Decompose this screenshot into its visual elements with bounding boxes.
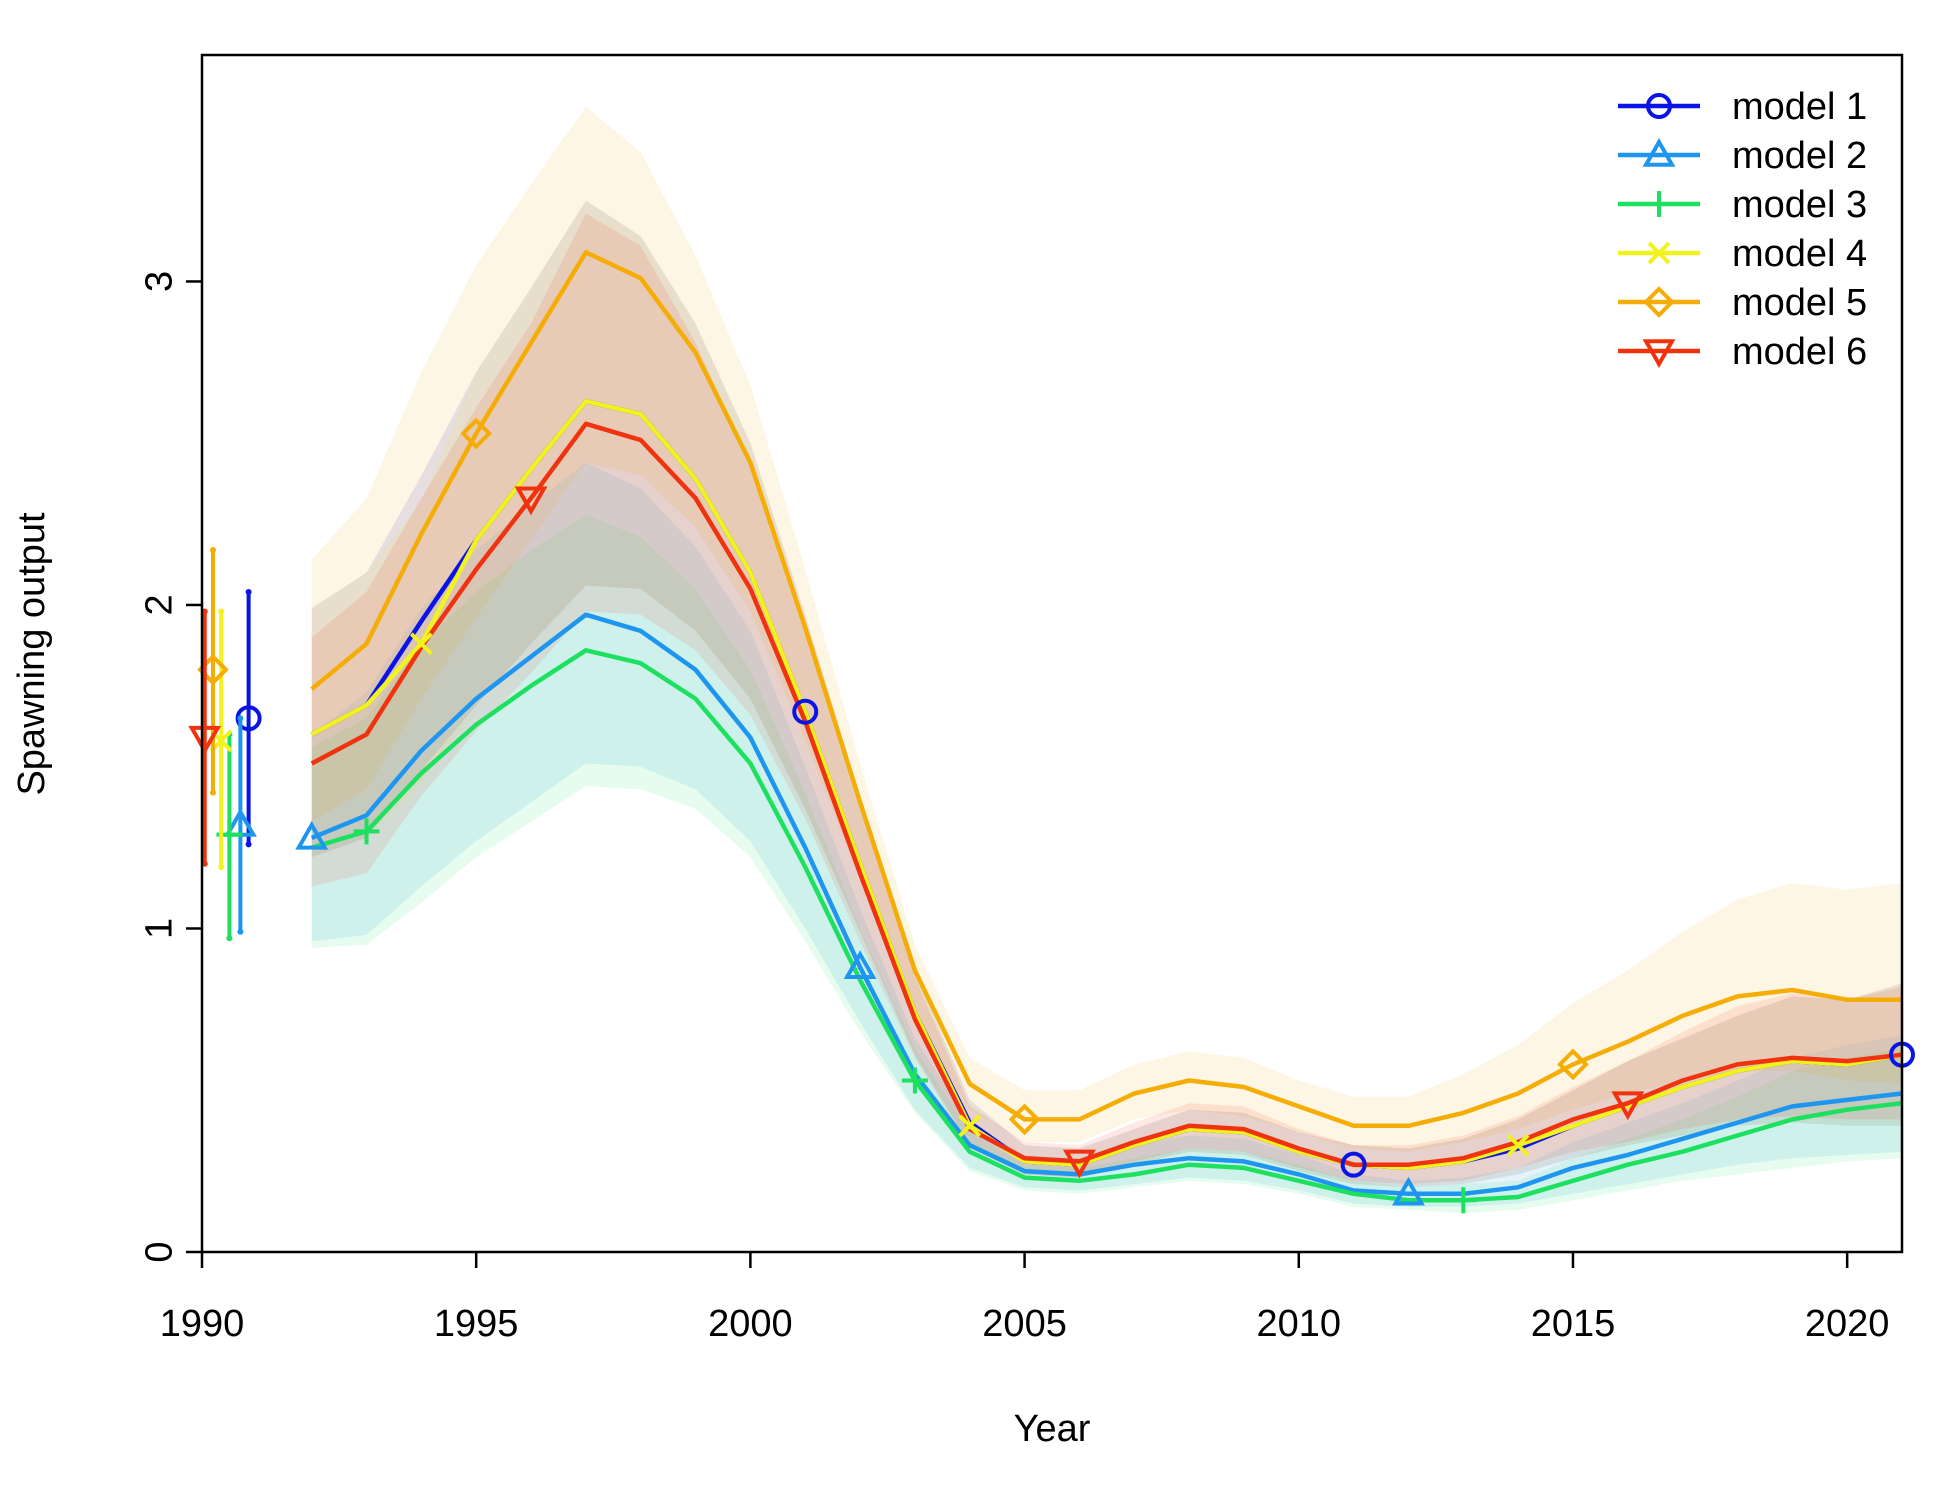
legend-item-model-6: model 6: [1618, 331, 1867, 373]
legend-label-model-2: model 2: [1732, 135, 1867, 177]
x-tick-label: 2005: [982, 1303, 1067, 1345]
y-tick-label: 1: [138, 918, 180, 939]
point-model-6: [1611, 1091, 1645, 1121]
initial-bar-high-model-2: [237, 715, 244, 722]
point-model-4: [958, 1114, 982, 1138]
x-tick-label: 2000: [708, 1303, 793, 1345]
y-tick-label: 0: [138, 1241, 180, 1262]
x-axis: 1990 1995 2000 2005 2010 2015 2020: [160, 1252, 1890, 1345]
plot-frame: [200, 53, 1904, 1254]
legend-item-model-1: model 1: [1618, 86, 1867, 128]
initial-bar-high-model-5: [209, 546, 216, 553]
legend-label-model-1: model 1: [1732, 86, 1867, 128]
y-tick-label: 2: [138, 594, 180, 615]
point-model-3: [901, 1067, 928, 1094]
point-model-6: [514, 486, 548, 516]
legend-label-model-6: model 6: [1732, 331, 1867, 373]
point-model-3: [1450, 1187, 1477, 1214]
point-model-6: [1062, 1149, 1096, 1179]
y-axis: 0 1 2 3: [138, 271, 202, 1263]
point-model-4: [409, 632, 433, 656]
initial-bar-high-model-1: [245, 589, 252, 596]
point-model-4: [1506, 1133, 1530, 1157]
legend-item-model-2: model 2: [1618, 135, 1867, 177]
initial-estimates: [188, 546, 262, 942]
confidence-bands: [311, 106, 1903, 1214]
initial-bar-high-model-4: [218, 608, 225, 615]
point-model-2: [295, 820, 329, 850]
x-tick-label: 1990: [160, 1303, 245, 1345]
legend-marker-model-6: [1642, 339, 1676, 369]
legend-marker-model-2: [1642, 137, 1676, 167]
legend-item-model-5: model 5: [1618, 282, 1867, 324]
legend-marker-model-5: [1643, 286, 1675, 318]
legend-label-model-4: model 4: [1732, 233, 1867, 275]
initial-bar-low-model-4: [218, 864, 225, 871]
y-tick-label: 3: [138, 271, 180, 292]
point-model-2: [1392, 1176, 1425, 1206]
legend-marker-model-1: [1646, 93, 1672, 119]
band-model-5: [311, 106, 1903, 1152]
point-model-5: [1008, 1103, 1041, 1136]
initial-bar-low-model-3: [226, 935, 233, 942]
point-model-1: [792, 698, 819, 725]
line-model-5: [310, 250, 1902, 1129]
x-tick-label: 1995: [434, 1303, 519, 1345]
line-model-3: [311, 648, 1903, 1203]
initial-bar-low-model-1: [245, 841, 252, 848]
legend-label-model-3: model 3: [1732, 184, 1867, 226]
band-model-6: [311, 213, 1903, 1185]
x-tick-label: 2020: [1805, 1303, 1890, 1345]
band-model-4: [311, 200, 1903, 1188]
point-model-2: [843, 950, 877, 980]
point-model-5: [460, 417, 493, 450]
initial-bar-low-model-2: [237, 928, 244, 935]
legend-item-model-3: model 3: [1618, 184, 1867, 226]
band-model-1: [311, 200, 1903, 1188]
x-tick-label: 2010: [1257, 1303, 1342, 1345]
point-model-1: [1340, 1151, 1367, 1178]
initial-point-model-6: [188, 725, 222, 755]
initial-bar-low-model-5: [209, 789, 216, 796]
legend-marker-model-3: [1646, 191, 1672, 217]
x-tick-label: 2015: [1531, 1303, 1616, 1345]
legend-label-model-5: model 5: [1732, 282, 1867, 324]
legend-marker-model-4: [1647, 241, 1671, 265]
line-model-2: [310, 612, 1903, 1197]
y-axis-title: Spawning output: [11, 512, 53, 796]
point-model-3: [353, 818, 380, 845]
legend-item-model-4: model 4: [1618, 233, 1867, 275]
point-model-5: [1557, 1048, 1589, 1081]
band-model-2: [311, 462, 1903, 1207]
x-axis-title: Year: [1014, 1408, 1091, 1450]
legend: model 1 model 2 model 3 model 4 model 5 model…: [1618, 86, 1867, 373]
